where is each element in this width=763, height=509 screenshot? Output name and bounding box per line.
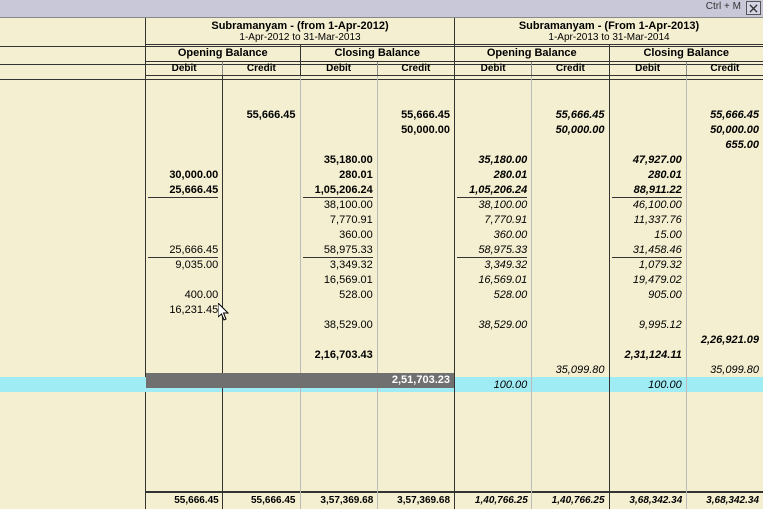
- cell: 1,05,206.24: [303, 183, 373, 198]
- cell: 280.01: [457, 168, 527, 183]
- cell: 528.00: [303, 288, 373, 303]
- cell: 25,666.45: [148, 183, 218, 198]
- cell: 9,995.12: [612, 318, 682, 333]
- col-header-credit: Credit: [532, 62, 609, 75]
- col-header-debit: Debit: [146, 62, 223, 75]
- period1-title: Subramanyam - (from 1-Apr-2012): [146, 18, 454, 32]
- cell: 55,666.45: [225, 108, 295, 123]
- cell: 88,911.22: [612, 183, 682, 198]
- period-column-1: Subramanyam - (from 1-Apr-2012) 1-Apr-20…: [146, 18, 455, 509]
- cell: 55,666.45: [534, 108, 604, 123]
- cell: 3,349.32: [457, 258, 527, 273]
- cell: 16,231.45: [148, 303, 218, 318]
- cell: 50,000.00: [534, 123, 604, 138]
- cell: 35,180.00: [303, 153, 373, 168]
- cell: 400.00: [148, 288, 218, 303]
- period2-title: Subramanyam - (From 1-Apr-2013): [455, 18, 763, 32]
- cell: 2,16,703.43: [303, 348, 373, 363]
- cell: 15.00: [612, 228, 682, 243]
- p1-open-credit-col: 55,666.45: [223, 76, 300, 509]
- period1-opening-label: Opening Balance: [146, 45, 301, 61]
- cell: 280.01: [303, 168, 373, 183]
- cell: 38,100.00: [457, 198, 527, 213]
- period2-data-body[interactable]: 35,180.00 280.01 1,05,206.24 38,100.00 7…: [455, 76, 763, 509]
- period1-closing-label: Closing Balance: [301, 45, 455, 61]
- p1-open-debit-col: 30,000.00 25,666.45 25,666.45 9,035.00 4…: [146, 76, 223, 509]
- cell: 16,569.01: [457, 273, 527, 288]
- cell: 280.01: [612, 168, 682, 183]
- cell: 55,666.45: [380, 108, 450, 123]
- cell: 3,349.32: [303, 258, 373, 273]
- title-bar: Ctrl + M: [0, 0, 763, 18]
- cell: 16,569.01: [303, 273, 373, 288]
- cell: 9,035.00: [148, 258, 218, 273]
- cell: 360.00: [457, 228, 527, 243]
- period-column-2: Subramanyam - (From 1-Apr-2013) 1-Apr-20…: [455, 18, 763, 509]
- period1-data-body[interactable]: 2,51,703.23 30,000.00 25,666.45 25,666.4…: [146, 76, 454, 509]
- row-labels-gutter: [0, 18, 146, 509]
- cell: 31,458.46: [612, 243, 682, 258]
- cell: 1,05,206.24: [457, 183, 527, 198]
- cell: 50,000.00: [380, 123, 450, 138]
- period2-range: 1-Apr-2013 to 31-Mar-2014: [455, 32, 763, 45]
- p1-close-debit-col: 35,180.00 280.01 1,05,206.24 38,100.00 7…: [301, 76, 378, 509]
- cell: 46,100.00: [612, 198, 682, 213]
- col-header-debit: Debit: [455, 62, 532, 75]
- cell: 2,31,124.11: [612, 348, 682, 363]
- cell: 7,770.91: [303, 213, 373, 228]
- cell: 25,666.45: [148, 243, 218, 258]
- shortcut-hint: Ctrl + M: [706, 1, 741, 12]
- cell: 1,079.32: [612, 258, 682, 273]
- cell: 19,479.02: [612, 273, 682, 288]
- cell: 38,100.00: [303, 198, 373, 213]
- col-header-credit: Credit: [687, 62, 763, 75]
- cell: 100.00: [612, 378, 682, 393]
- col-header-credit: Credit: [378, 62, 454, 75]
- cell: 38,529.00: [303, 318, 373, 333]
- p2-open-credit-col: 55,666.45 50,000.00 35,099.80: [532, 76, 609, 509]
- cell: 905.00: [612, 288, 682, 303]
- cell: 100.00: [457, 378, 527, 393]
- cell: 11,337.76: [612, 213, 682, 228]
- col-header-debit: Debit: [301, 62, 378, 75]
- close-icon: [749, 4, 758, 13]
- cell: 58,975.33: [303, 243, 373, 258]
- cell: 655.00: [689, 138, 759, 153]
- col-header-debit: Debit: [610, 62, 687, 75]
- period1-range: 1-Apr-2012 to 31-Mar-2013: [146, 32, 454, 45]
- cell: 2,26,921.09: [689, 333, 759, 348]
- period2-opening-label: Opening Balance: [455, 45, 610, 61]
- cell: 55,666.45: [689, 108, 759, 123]
- cell: 360.00: [303, 228, 373, 243]
- cell: 35,099.80: [689, 363, 759, 378]
- p2-close-credit-col: 55,666.45 50,000.00 655.00 2,26,921.09 3…: [687, 76, 763, 509]
- cell: 38,529.00: [457, 318, 527, 333]
- period2-closing-label: Closing Balance: [610, 45, 763, 61]
- spreadsheet-area: Subramanyam - (from 1-Apr-2012) 1-Apr-20…: [0, 18, 763, 509]
- col-header-credit: Credit: [223, 62, 300, 75]
- cell: 528.00: [457, 288, 527, 303]
- p1-close-credit-col: 55,666.45 50,000.00: [378, 76, 454, 509]
- cell: 47,927.00: [612, 153, 682, 168]
- cell: 30,000.00: [148, 168, 218, 183]
- cell: 7,770.91: [457, 213, 527, 228]
- close-button[interactable]: [746, 1, 761, 15]
- cell: 50,000.00: [689, 123, 759, 138]
- highlighted-cell: 2,51,703.23: [146, 373, 454, 388]
- p2-open-debit-col: 35,180.00 280.01 1,05,206.24 38,100.00 7…: [455, 76, 532, 509]
- cell: 35,180.00: [457, 153, 527, 168]
- cell: 58,975.33: [457, 243, 527, 258]
- p2-close-debit-col: 47,927.00 280.01 88,911.22 46,100.00 11,…: [610, 76, 687, 509]
- cell: 35,099.80: [534, 363, 604, 378]
